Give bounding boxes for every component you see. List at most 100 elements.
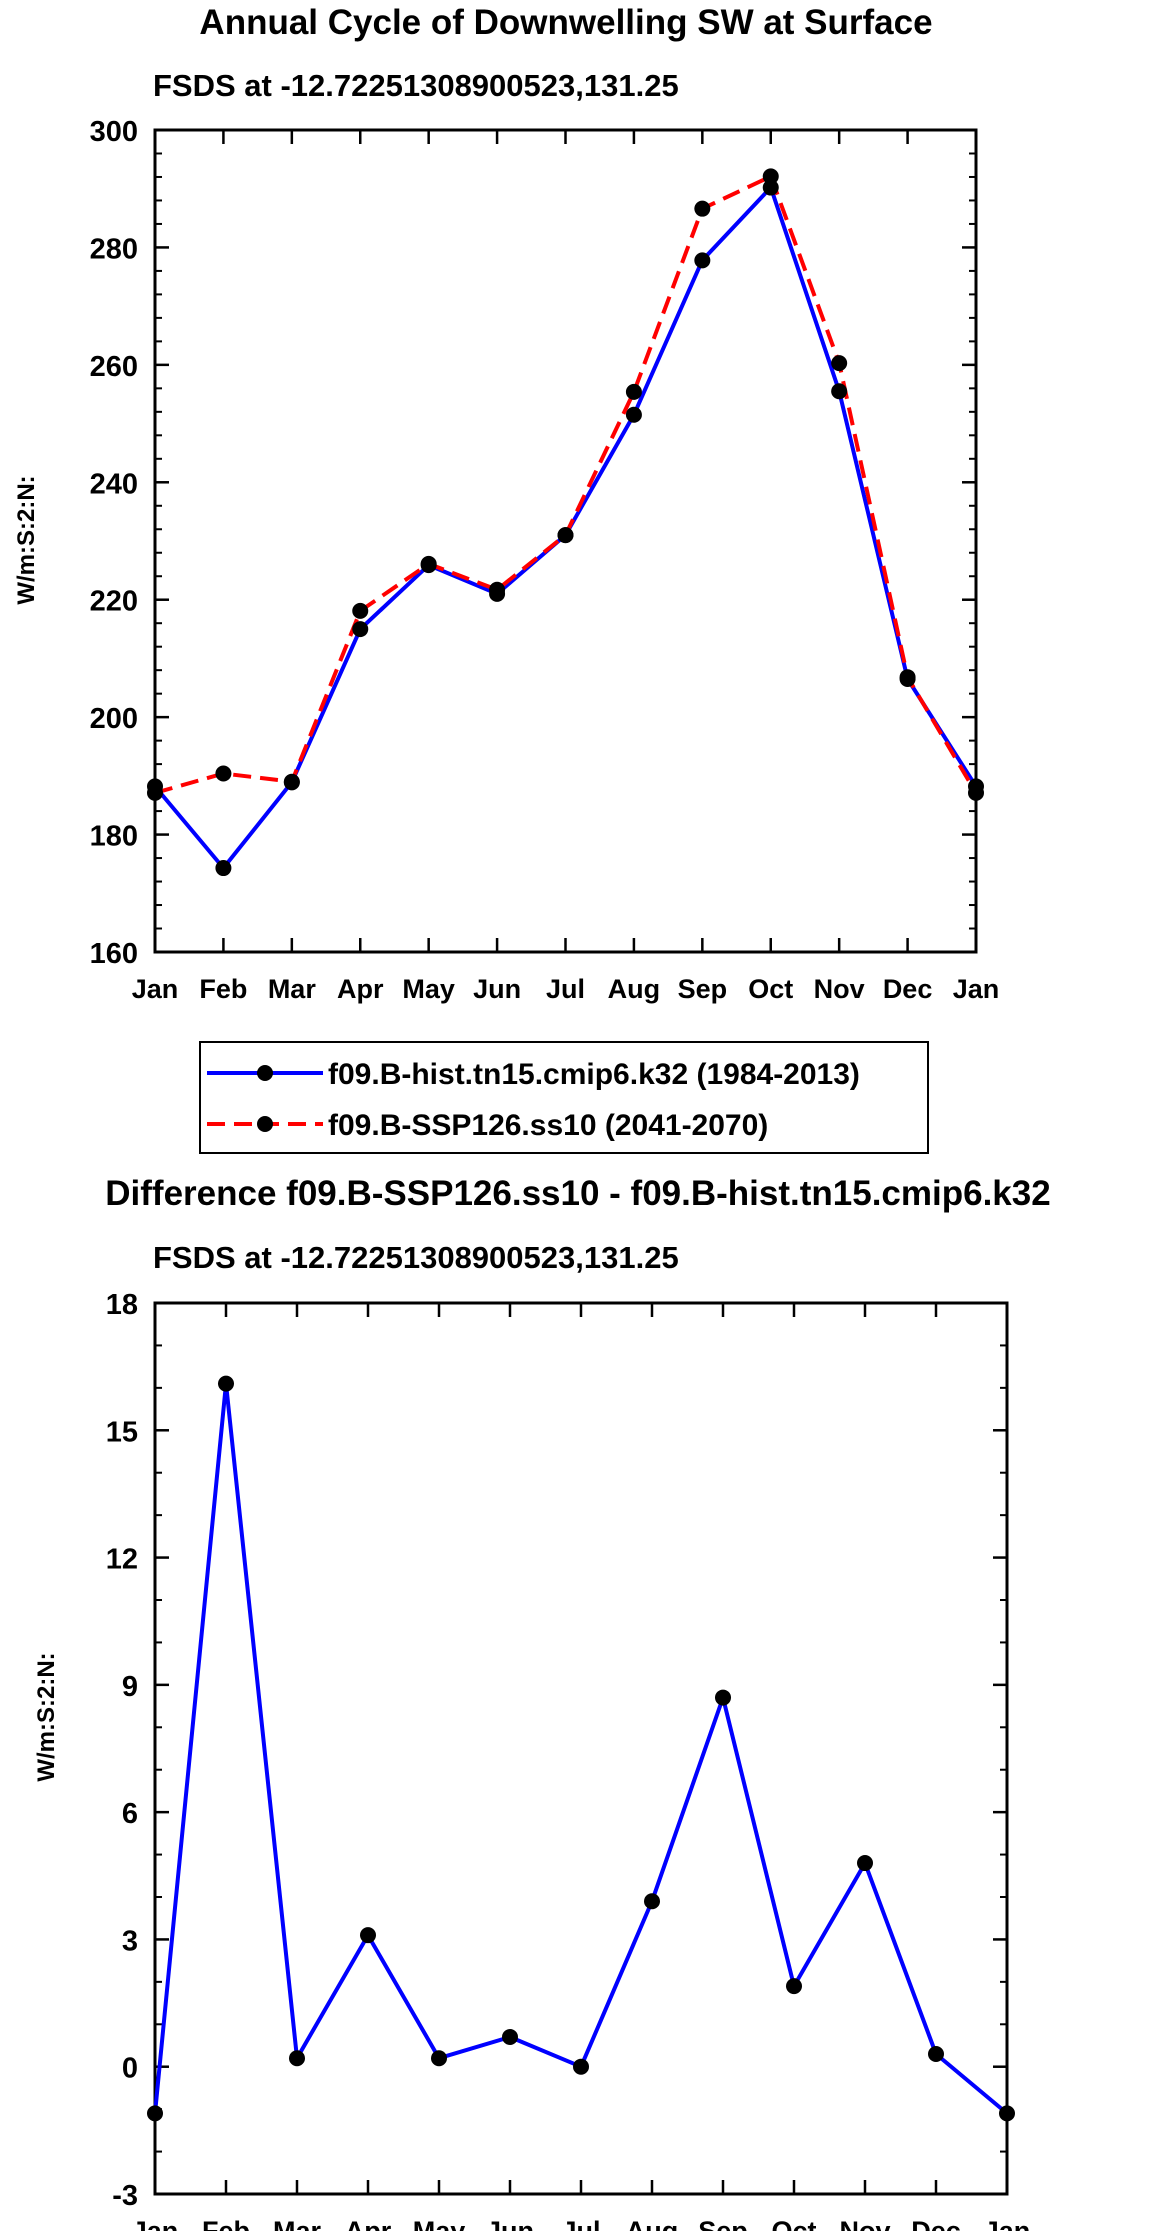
chart1-y-tick-label: 220 bbox=[90, 586, 138, 618]
chart1-data-point-1 bbox=[899, 669, 916, 686]
legend-marker-hist bbox=[257, 1065, 273, 1081]
legend-entry-hist: f09.B-hist.tn15.cmip6.k32 (1984-2013) bbox=[207, 1058, 860, 1091]
chart1-x-ticks: Jan Feb Mar Apr May Jun Jul Aug Sep Oct Nov Dec Jan bbox=[132, 130, 1000, 1004]
chart2-x-tick-label: Jul bbox=[561, 2216, 600, 2231]
chart1-y-tick-label: 300 bbox=[90, 116, 138, 148]
chart1-subtitle: FSDS at -12.72251308900523,131.25 bbox=[153, 68, 679, 103]
chart2-y-axis-label: W/m:S:2:N: bbox=[33, 1652, 60, 1781]
chart2-x-ticks: Jan Feb Mar Apr May Jun Jul Aug Sep Oct Nov Dec Jan bbox=[132, 1303, 1031, 2231]
chart1-data-point-1 bbox=[147, 784, 163, 801]
chart2-data-point-0 bbox=[573, 2058, 589, 2075]
chart1-x-tick-label: Jun bbox=[473, 974, 521, 1004]
legend: f09.B-hist.tn15.cmip6.k32 (1984-2013) f0… bbox=[199, 1041, 929, 1154]
chart2-data-point-0 bbox=[857, 1855, 873, 1872]
chart1-x-tick-label: Aug bbox=[608, 974, 660, 1004]
chart1-x-tick-label: Jul bbox=[546, 974, 585, 1004]
chart2-y-tick-label: 15 bbox=[106, 1416, 138, 1448]
chart2-data-point-0 bbox=[644, 1893, 660, 1910]
legend-marker-ssp bbox=[257, 1116, 273, 1132]
chart1-series bbox=[153, 174, 978, 870]
chart2-data-point-0 bbox=[147, 2105, 163, 2122]
chart2-x-tick-label: Sep bbox=[698, 2216, 748, 2231]
chart2-x-tick-label: Oct bbox=[771, 2216, 816, 2231]
chart1-data-point-1 bbox=[557, 527, 574, 544]
chart2-markers bbox=[147, 1375, 1015, 2122]
chart1-markers bbox=[147, 168, 984, 877]
chart1-x-tick-label: Sep bbox=[678, 974, 728, 1004]
chart2-x-tick-label: Aug bbox=[626, 2216, 678, 2231]
chart1-data-point-1 bbox=[420, 555, 437, 572]
chart1-y-tick-label: 180 bbox=[90, 821, 138, 853]
chart1-x-tick-label: Apr bbox=[337, 974, 384, 1004]
chart2-data-point-0 bbox=[715, 1689, 731, 1706]
chart2-x-tick-label: Jan bbox=[132, 2216, 179, 2231]
difference-chart: Difference f09.B-SSP126.ss10 - f09.B-his… bbox=[33, 1174, 1051, 2231]
chart2-x-tick-label: Mar bbox=[273, 2216, 322, 2231]
chart1-data-point-1 bbox=[352, 602, 369, 619]
chart1-x-tick-label: Jan bbox=[953, 974, 1000, 1004]
legend-box bbox=[199, 1041, 929, 1154]
chart1-series-line-1 bbox=[154, 174, 978, 795]
chart1-data-point-1 bbox=[489, 581, 506, 598]
chart1-y-tick-label: 280 bbox=[90, 233, 138, 265]
chart2-x-tick-label: May bbox=[413, 2216, 466, 2231]
chart2-y-ticks: -3 0 3 6 9 12 15 18 bbox=[106, 1289, 1007, 2212]
chart2-x-tick-label: Jun bbox=[486, 2216, 534, 2231]
chart1-y-tick-label: 160 bbox=[90, 938, 138, 970]
chart2-y-tick-label: 12 bbox=[106, 1544, 138, 1576]
chart1-data-point-0 bbox=[625, 406, 642, 423]
chart1-data-point-0 bbox=[352, 621, 369, 638]
legend-label-ssp: f09.B-SSP126.ss10 (2041-2070) bbox=[328, 1109, 768, 1142]
chart2-subtitle: FSDS at -12.72251308900523,131.25 bbox=[153, 1240, 679, 1275]
chart1-x-tick-label: Feb bbox=[199, 974, 247, 1004]
chart2-data-point-0 bbox=[431, 2050, 447, 2067]
chart1-x-tick-label: Oct bbox=[748, 974, 793, 1004]
chart1-y-axis-label: W/m:S:2:N: bbox=[13, 475, 40, 604]
chart2-data-point-0 bbox=[360, 1927, 376, 1944]
chart1-title: Annual Cycle of Downwelling SW at Surfac… bbox=[199, 3, 932, 42]
chart1-x-tick-label: Nov bbox=[814, 974, 865, 1004]
chart1-data-point-0 bbox=[831, 383, 848, 400]
chart1-data-point-1 bbox=[831, 355, 848, 372]
chart2-data-point-0 bbox=[928, 2045, 944, 2062]
chart1-y-tick-label: 200 bbox=[90, 703, 138, 735]
chart2-y-tick-label: -3 bbox=[112, 2180, 138, 2212]
chart1-y-tick-label: 240 bbox=[90, 468, 138, 500]
chart1-y-ticks: 160 180 200 220 240 260 280 300 bbox=[90, 116, 976, 970]
chart2-title: Difference f09.B-SSP126.ss10 - f09.B-his… bbox=[105, 1174, 1050, 1213]
chart1-data-point-1 bbox=[283, 773, 300, 790]
chart1-data-point-1 bbox=[625, 383, 642, 400]
chart1-data-point-0 bbox=[694, 252, 711, 269]
chart2-data-point-0 bbox=[999, 2105, 1015, 2122]
chart2-series bbox=[153, 1381, 1009, 2115]
chart1-data-point-0 bbox=[215, 860, 232, 877]
annual-cycle-chart: Annual Cycle of Downwelling SW at Surfac… bbox=[13, 3, 999, 1004]
chart1-data-point-1 bbox=[762, 168, 779, 185]
chart1-data-point-1 bbox=[215, 765, 232, 782]
chart2-x-tick-label: Jan bbox=[984, 2216, 1031, 2231]
chart2-y-tick-label: 9 bbox=[122, 1671, 138, 1703]
chart2-data-point-0 bbox=[786, 1978, 802, 1995]
chart2-data-point-0 bbox=[289, 2050, 305, 2067]
chart1-x-tick-label: Mar bbox=[268, 974, 317, 1004]
legend-label-hist: f09.B-hist.tn15.cmip6.k32 (1984-2013) bbox=[328, 1058, 860, 1091]
chart2-data-point-0 bbox=[218, 1375, 234, 1392]
chart2-x-tick-label: Apr bbox=[345, 2216, 392, 2231]
chart1-x-tick-label: May bbox=[402, 974, 455, 1004]
chart1-data-point-1 bbox=[968, 784, 984, 801]
chart1-x-tick-label: Dec bbox=[883, 974, 933, 1004]
chart2-y-tick-label: 3 bbox=[122, 1925, 138, 1957]
chart2-x-tick-label: Dec bbox=[911, 2216, 961, 2231]
legend-entry-ssp: f09.B-SSP126.ss10 (2041-2070) bbox=[207, 1109, 768, 1142]
chart2-data-point-0 bbox=[502, 2029, 518, 2046]
chart2-y-tick-label: 18 bbox=[106, 1289, 138, 1321]
chart2-series-line-0 bbox=[153, 1381, 1009, 2115]
chart2-y-tick-label: 0 bbox=[122, 2053, 138, 2085]
chart1-data-point-1 bbox=[694, 200, 711, 217]
chart1-data-point-0 bbox=[762, 179, 779, 196]
chart1-x-tick-label: Jan bbox=[132, 974, 179, 1004]
chart1-y-tick-label: 260 bbox=[90, 351, 138, 383]
chart2-x-tick-label: Nov bbox=[839, 2216, 890, 2231]
chart2-x-tick-label: Feb bbox=[202, 2216, 250, 2231]
